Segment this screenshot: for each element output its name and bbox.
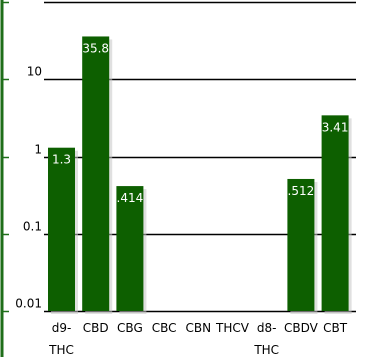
data-label: .414 — [117, 191, 144, 205]
y-tick-label: 0.01 — [15, 297, 42, 311]
y-axis: 0.01 0.1 1 10 100 — [0, 0, 42, 357]
y-tick-label: 0.1 — [23, 220, 42, 234]
data-label: 35.8 — [82, 41, 109, 55]
labels: 1.3 d9- THC 35.8 CBD .414 CBG CBC CBN THCV d8- THC.… — [48, 41, 348, 357]
bar — [82, 36, 110, 312]
bar — [48, 147, 75, 311]
x-tick-label: CBG — [117, 321, 143, 335]
x-tick-label: THCV — [215, 321, 250, 335]
x-tick-label: CBC — [152, 321, 177, 335]
data-label: .512 — [288, 184, 315, 198]
x-tick-label: THC — [253, 343, 279, 357]
x-tick-label: CBT — [323, 321, 348, 335]
x-tick-label: CBD — [83, 321, 109, 335]
x-tick-label: d8- — [257, 321, 277, 335]
bar — [321, 115, 349, 311]
x-tick-label: CBDV — [284, 321, 319, 335]
bar — [287, 178, 315, 311]
bars — [48, 36, 352, 315]
data-label: 3.41 — [322, 120, 349, 134]
x-tick-label: THC — [48, 343, 74, 357]
x-tick-label: CBN — [186, 321, 212, 335]
y-tick-label: 10 — [27, 65, 42, 79]
y-tick-label: 1 — [34, 143, 42, 157]
y-tick-label: 100 — [19, 0, 42, 2]
x-tick-label: d9- — [52, 321, 72, 335]
bar — [116, 186, 144, 311]
data-label: 1.3 — [52, 153, 71, 167]
